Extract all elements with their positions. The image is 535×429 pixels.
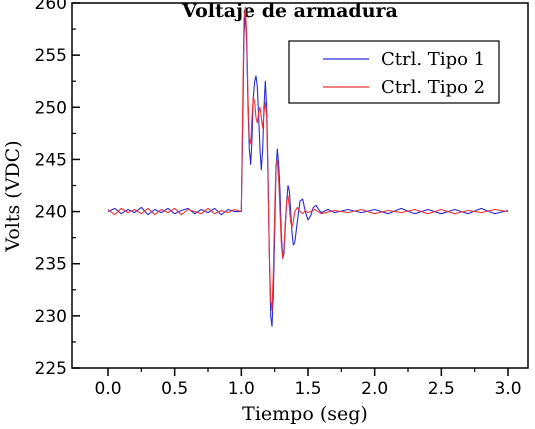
- x-tick-label: 1.5: [294, 379, 321, 399]
- x-tick-label: 0.0: [94, 379, 121, 399]
- y-tick-label: 250: [35, 98, 67, 118]
- legend: Ctrl. Tipo 1 Ctrl. Tipo 2: [288, 40, 500, 104]
- x-axis-label: Tiempo (seg): [242, 403, 368, 425]
- x-tick-label: 3.0: [494, 379, 521, 399]
- y-tick-label: 235: [35, 255, 67, 275]
- y-tick-label: 230: [35, 307, 67, 327]
- legend-box: [288, 40, 500, 104]
- y-axis-label: Volts (VDC): [2, 140, 24, 252]
- x-tick-label: 2.0: [361, 379, 388, 399]
- series-line-2: [107, 6, 509, 312]
- x-tick-label: 0.5: [161, 379, 188, 399]
- y-tick-label: 260: [35, 0, 67, 14]
- x-tick-label: 2.5: [428, 379, 455, 399]
- plot-area: 225 230 235 240 245 250 255 260 0.0 0.5 1.0 1.5 2.0 2…: [35, 0, 529, 399]
- y-tick-label: 255: [35, 46, 67, 66]
- legend-label-2: Ctrl. Tipo 2: [381, 77, 485, 98]
- chart-title: Voltaje de armadura: [181, 0, 398, 22]
- series-line-1: [107, 12, 509, 327]
- y-tick-label: 225: [35, 359, 67, 379]
- y-tick-label: 245: [35, 150, 67, 170]
- y-tick-label: 240: [35, 203, 67, 223]
- legend-label-1: Ctrl. Tipo 1: [381, 49, 485, 70]
- x-tick-label: 1.0: [228, 379, 255, 399]
